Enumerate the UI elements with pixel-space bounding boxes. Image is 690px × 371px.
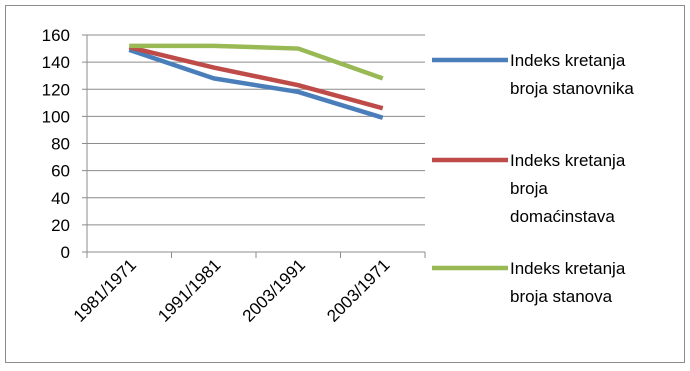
y-tick-label: 140 [42,53,70,72]
legend-label: broja stanovnika [510,79,634,98]
legend-label: Indeks kretanja [510,151,626,170]
legend-label: broja stanova [510,287,613,306]
y-tick-label: 40 [51,189,70,208]
y-tick-label: 120 [42,80,70,99]
y-tick-label: 80 [51,135,70,154]
x-tick-label: 2003/1991 [239,255,309,325]
x-tick-label: 2003/1971 [323,255,393,325]
legend-label: Indeks kretanja [510,51,626,70]
series-line-1 [128,47,384,120]
x-tick-labels: 1981/1971 1991/1981 2003/1991 2003/1971 [70,255,394,325]
legend: Indeks kretanja broja stanovnika Indeks kr… [432,51,634,306]
y-tick-label: 100 [42,107,70,126]
series-lines [128,43,384,120]
y-tick-label: 0 [61,243,70,262]
gridlines [87,34,425,226]
y-tick-labels: 0 20 40 60 80 100 120 140 160 [42,26,70,262]
x-tick-label: 1991/1981 [154,255,224,325]
legend-label: Indeks kretanja [510,259,626,278]
axes [82,34,426,258]
y-tick-label: 20 [51,216,70,235]
y-tick-label: 60 [51,162,70,181]
legend-label: broja [510,179,548,198]
series-line-3 [129,43,384,81]
legend-label: domaćinstava [510,207,615,226]
series-line-2 [128,45,384,111]
y-tick-label: 160 [42,26,70,45]
x-tick-label: 1981/1971 [70,255,140,325]
